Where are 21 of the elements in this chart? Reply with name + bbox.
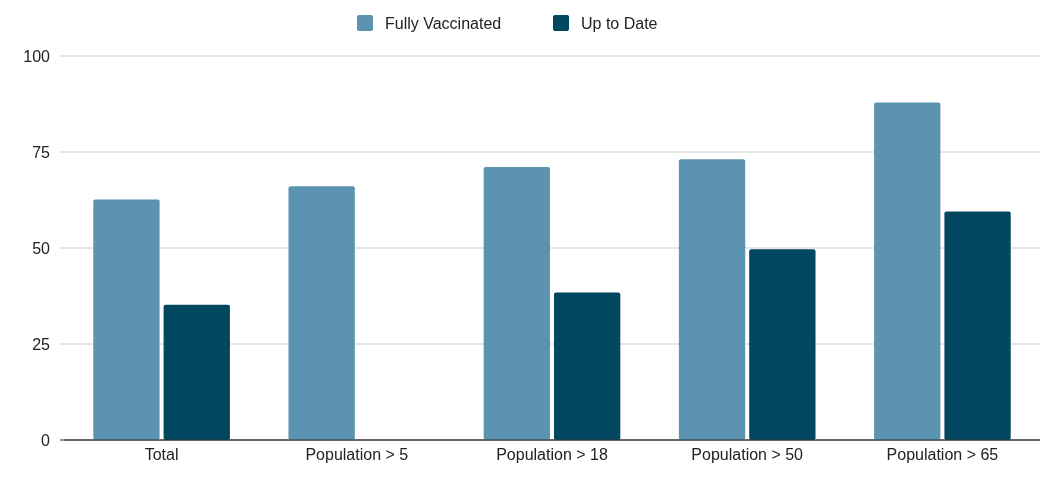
legend-label: Fully Vaccinated bbox=[385, 14, 502, 32]
y-tick-label: 50 bbox=[32, 239, 51, 257]
x-tick-label: Population > 5 bbox=[305, 446, 409, 463]
bar bbox=[944, 211, 1011, 440]
bar bbox=[93, 199, 160, 440]
bar bbox=[749, 249, 816, 440]
x-tick-label: Population > 18 bbox=[496, 446, 608, 463]
bar bbox=[554, 292, 621, 440]
x-tick-label: Total bbox=[144, 446, 179, 463]
y-tick-label: 100 bbox=[23, 47, 51, 65]
x-tick-label: Population > 50 bbox=[691, 446, 804, 463]
bar bbox=[483, 166, 550, 440]
y-tick-label: 75 bbox=[32, 143, 51, 161]
y-tick-label: 25 bbox=[32, 335, 51, 353]
bar bbox=[163, 304, 230, 440]
legend-label: Up to Date bbox=[581, 14, 658, 32]
y-tick-label: 0 bbox=[41, 431, 51, 449]
bar bbox=[874, 102, 941, 440]
bar bbox=[678, 159, 746, 440]
bar bbox=[288, 186, 355, 440]
x-tick-label: Population > 65 bbox=[886, 446, 999, 463]
